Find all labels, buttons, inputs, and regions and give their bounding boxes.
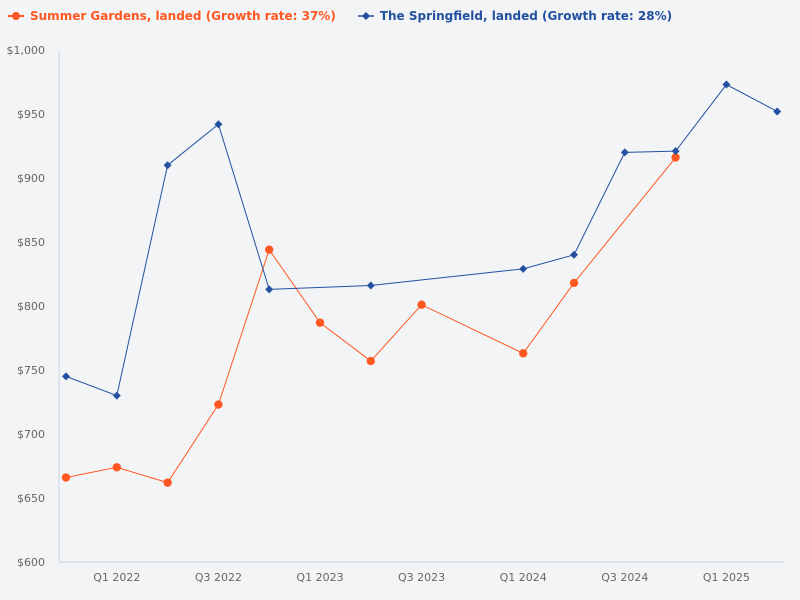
- y-tick-label: $1,000: [7, 44, 46, 57]
- data-point: [112, 463, 122, 472]
- data-point: [417, 300, 426, 309]
- series-line-0: [65, 157, 676, 484]
- x-tick-label: Q1 2024: [500, 571, 547, 584]
- data-point: [671, 153, 680, 162]
- circle-marker-icon: [8, 12, 24, 20]
- data-point: [671, 147, 680, 156]
- data-point: [366, 356, 375, 366]
- data-point: [620, 148, 629, 157]
- data-point: [366, 281, 375, 290]
- x-tick-label: Q1 2023: [296, 571, 343, 584]
- y-tick-label: $750: [17, 364, 45, 377]
- x-tick-label: Q3 2024: [601, 571, 648, 584]
- y-tick-label: $650: [17, 492, 45, 505]
- data-point: [163, 478, 172, 487]
- data-point: [519, 264, 528, 273]
- data-point: [163, 161, 172, 170]
- data-point: [773, 107, 782, 116]
- diamond-marker-icon: [357, 12, 374, 20]
- y-tick-label: $600: [17, 556, 45, 569]
- data-point: [315, 318, 325, 327]
- data-point: [722, 80, 731, 89]
- y-tick-label: $850: [17, 236, 45, 249]
- data-point: [569, 278, 579, 288]
- series-line-1: [65, 83, 778, 397]
- data-point: [62, 372, 70, 381]
- x-tick-label: Q1 2022: [93, 571, 140, 584]
- data-point: [112, 391, 121, 400]
- y-tick-label: $700: [17, 428, 45, 441]
- legend-item-summer-gardens[interactable]: Summer Gardens, landed (Growth rate: 37%…: [8, 9, 336, 23]
- x-tick-label: Q3 2023: [398, 571, 445, 584]
- y-tick-label: $900: [17, 172, 45, 185]
- x-tick-label: Q1 2025: [703, 571, 750, 584]
- legend-label: The Springfield, landed (Growth rate: 28…: [379, 9, 673, 23]
- legend: Summer Gardens, landed (Growth rate: 37%…: [8, 9, 672, 23]
- data-point: [61, 473, 71, 482]
- y-tick-label: $800: [17, 300, 45, 313]
- legend-item-springfield[interactable]: The Springfield, landed (Growth rate: 28…: [357, 9, 673, 23]
- data-point: [519, 349, 528, 358]
- x-tick-label: Q3 2022: [195, 571, 242, 584]
- legend-label: Summer Gardens, landed (Growth rate: 37%…: [30, 9, 336, 23]
- data-point: [214, 400, 223, 409]
- data-point: [214, 120, 223, 129]
- data-point: [265, 245, 274, 254]
- data-point: [570, 250, 578, 259]
- data-point: [265, 285, 274, 294]
- y-tick-label: $950: [17, 108, 45, 121]
